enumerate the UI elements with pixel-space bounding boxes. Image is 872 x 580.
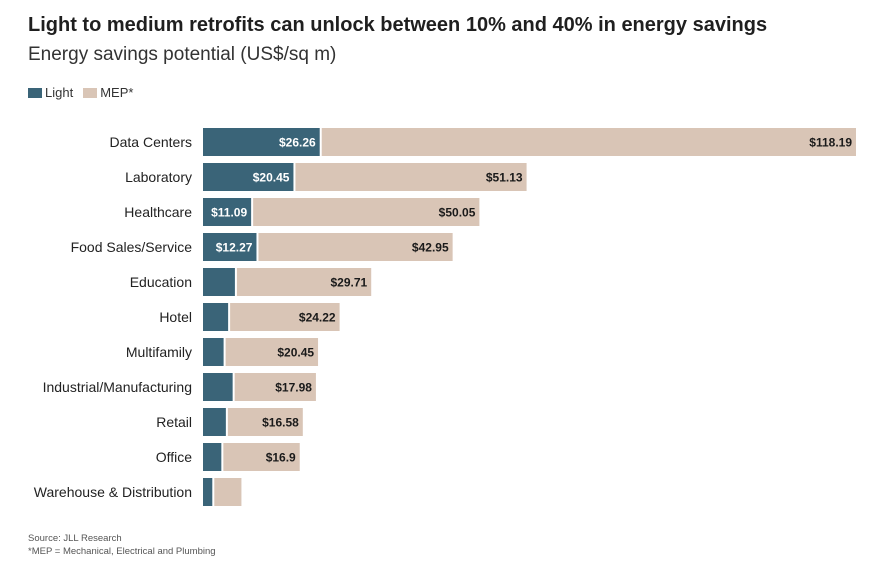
bar-mep [321,128,857,156]
data-label-mep: $51.13 [486,171,523,185]
data-label-mep: $16.58 [262,416,299,430]
bar-light [203,268,235,296]
legend-label-light: Light [45,85,74,100]
bar-mep [223,443,300,471]
category-label: Healthcare [124,204,192,220]
bar-light [203,478,213,506]
category-label: Multifamily [126,344,192,360]
bar-mep [227,408,303,436]
bar-light [203,408,226,436]
source-note: Source: JLL Research [28,533,122,544]
bar-mep [234,373,316,401]
data-label-light: $12.27 [216,241,253,255]
category-label: Food Sales/Service [71,239,193,255]
bar-mep [295,163,527,191]
data-label-mep: $20.45 [277,346,314,360]
category-label: Office [156,449,193,465]
bar-mep [230,303,340,331]
data-label-mep: $16.9 [266,451,296,465]
category-label: Retail [156,414,192,430]
bar-light [203,303,229,331]
data-label-mep: $17.98 [275,381,312,395]
bar-light [203,233,257,261]
category-label: Hotel [159,309,192,325]
data-label-mep: $24.22 [299,311,336,325]
data-label-light: $26.26 [279,136,316,150]
legend-item-light: Light [28,85,73,100]
legend-swatch-mep [83,87,98,98]
bar-mep [225,338,319,366]
data-label-mep: $118.19 [809,136,852,150]
category-label: Warehouse & Distribution [34,484,192,500]
bar-mep [258,233,453,261]
chart-title: Light to medium retrofits can unlock bet… [28,14,768,36]
bar-mep [214,478,242,506]
bar-mep [236,268,372,296]
mep-footnote: *MEP = Mechanical, Electrical and Plumbi… [28,546,216,557]
legend-item-mep: MEP* [83,85,133,100]
data-label-mep: $42.95 [412,241,449,255]
category-label: Industrial/Manufacturing [43,379,192,395]
category-label: Laboratory [125,169,192,185]
bar-light [203,128,320,156]
legend-swatch-light [28,87,42,98]
bar-light [203,373,233,401]
chart-subtitle: Energy savings potential (US$/sq m) [28,44,337,65]
bar-light [203,163,294,191]
bar-light [203,198,252,226]
data-label-mep: $29.71 [331,276,368,290]
category-label: Data Centers [110,134,192,150]
bar-light [203,338,224,366]
data-label-mep: $50.05 [439,206,476,220]
bar-light [203,443,222,471]
legend-label-mep: MEP* [100,85,134,100]
data-label-light: $11.09 [211,206,247,220]
bar-mep [253,198,480,226]
chart-legend: Light MEP* [28,85,143,100]
category-label: Education [130,274,192,290]
data-label-light: $20.45 [253,171,290,185]
